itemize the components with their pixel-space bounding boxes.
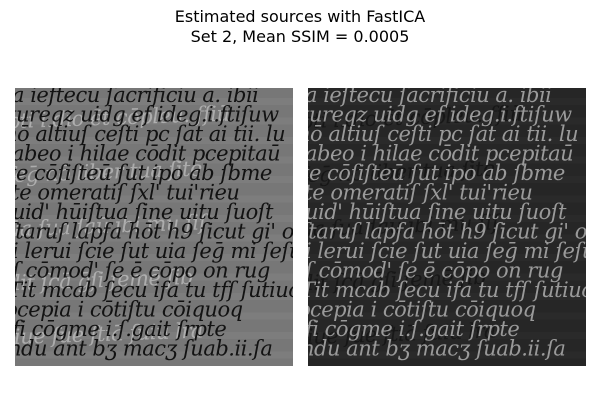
script-line: pcepia i cōtiſtu cōiquoq	[15, 298, 243, 322]
script-line: tureqz uidg ef ideg.i.ftiſuw	[308, 103, 572, 127]
script-line: ti lerui ſcie ſut uia ſeḡ mi ſeſuit	[15, 239, 293, 263]
texture-band	[15, 234, 293, 242]
texture-band	[308, 293, 586, 300]
texture-band	[15, 273, 293, 281]
texture-band	[308, 312, 586, 320]
parchment-background	[15, 88, 293, 366]
texture-band	[308, 351, 586, 359]
texture-band	[15, 332, 293, 339]
script-line: ſ cōmod' ſe ē cōpo on rug	[308, 259, 563, 283]
left-source-image: pti i.dīo ēt cōpleu. ffiū ſeḡ nō liber tu…	[15, 88, 293, 366]
script-line: te cōſiſteū ſut ipo ab ſbme	[15, 161, 272, 185]
texture-band	[15, 117, 293, 125]
script-line: uid' hūiſtua ſine uitu ſuoſt	[15, 200, 274, 224]
script-line: ſtaruſ lapfa hōt h9 ſicut gi' oc	[15, 220, 293, 244]
script-line: ti lerui ſcie ſut uia ſeḡ mi ſeſuit	[308, 239, 586, 263]
texture-band	[308, 137, 586, 144]
script-line: fi cōgme i.ſ.gait ſrpte	[15, 317, 226, 341]
texture-band	[308, 215, 586, 222]
texture-band	[308, 234, 586, 242]
script-line: fi cōgme i.ſ.gait ſrpte	[308, 317, 519, 341]
texture-band	[15, 176, 293, 183]
texture-band	[308, 254, 586, 261]
script-line: fte omeratiſ ſxl' tui'rieu	[308, 181, 532, 205]
script-line: ſ cōmod' ſe ē cōpo on rug	[15, 259, 270, 283]
script-line: pcepia i cōtiſtu cōiquoq	[308, 298, 536, 322]
script-line: nō altiuſ ceſti pc ſat ai tii. lu	[308, 122, 578, 146]
script-line: ndu ant bʒ macʒ ſuab.ii.ſa	[308, 337, 565, 361]
script-line: te cōſiſteū ſut ipo ab ſbme	[308, 161, 565, 185]
texture-band	[15, 156, 293, 164]
script-line: ā ieſtecu ſacrificiu a. ibii	[308, 88, 551, 107]
texture-band	[15, 312, 293, 320]
texture-band	[15, 98, 293, 105]
texture-band	[15, 351, 293, 359]
script-line: Tit mcab ſecu ifa tu tfſ ſutiuc	[308, 278, 586, 302]
script-line: nō altiuſ ceſti pc ſat ai tii. lu	[15, 122, 285, 146]
script-line: tureqz uidg ef ideg.i.ftiſuw	[15, 103, 279, 127]
texture-band	[308, 332, 586, 339]
script-line: Tit mcab ſecu ifa tu tfſ ſutiuc	[15, 278, 293, 302]
texture-band	[15, 254, 293, 261]
script-line: abeo i hilae cōdit pcepitaū	[308, 142, 573, 166]
script-line: ā ieftecu ſacrificiu a. ibii	[15, 88, 258, 107]
script-line: abeo i hilae cōdit pcepitaū	[15, 142, 280, 166]
texture-band	[308, 156, 586, 164]
texture-band	[308, 195, 586, 203]
texture-band	[15, 293, 293, 300]
figure-title: Estimated sources with FastICA	[174, 7, 426, 26]
script-line: ſtaruſ lapfa hōt h9 ſicut gi' oc	[308, 220, 586, 244]
script-line: ndu ant bʒ macʒ ſuab.ii.ſa	[15, 337, 272, 361]
right-source-image: pti i.dīo ēt cōpleu. ffiū ſeḡ nō liber tu…	[308, 88, 586, 366]
texture-band	[15, 195, 293, 203]
texture-band	[308, 98, 586, 105]
texture-band	[308, 117, 586, 125]
script-line: uid' hūiſtua ſine uitu ſuoſt	[308, 200, 567, 224]
figure-subtitle: Set 2, Mean SSIM = 0.0005	[190, 27, 410, 46]
parchment-background	[308, 88, 586, 366]
texture-band	[15, 137, 293, 144]
texture-band	[308, 176, 586, 183]
texture-band	[15, 215, 293, 222]
texture-band	[308, 273, 586, 281]
script-line: fte omeratiſ ſxl' tui'rieu	[15, 181, 239, 205]
